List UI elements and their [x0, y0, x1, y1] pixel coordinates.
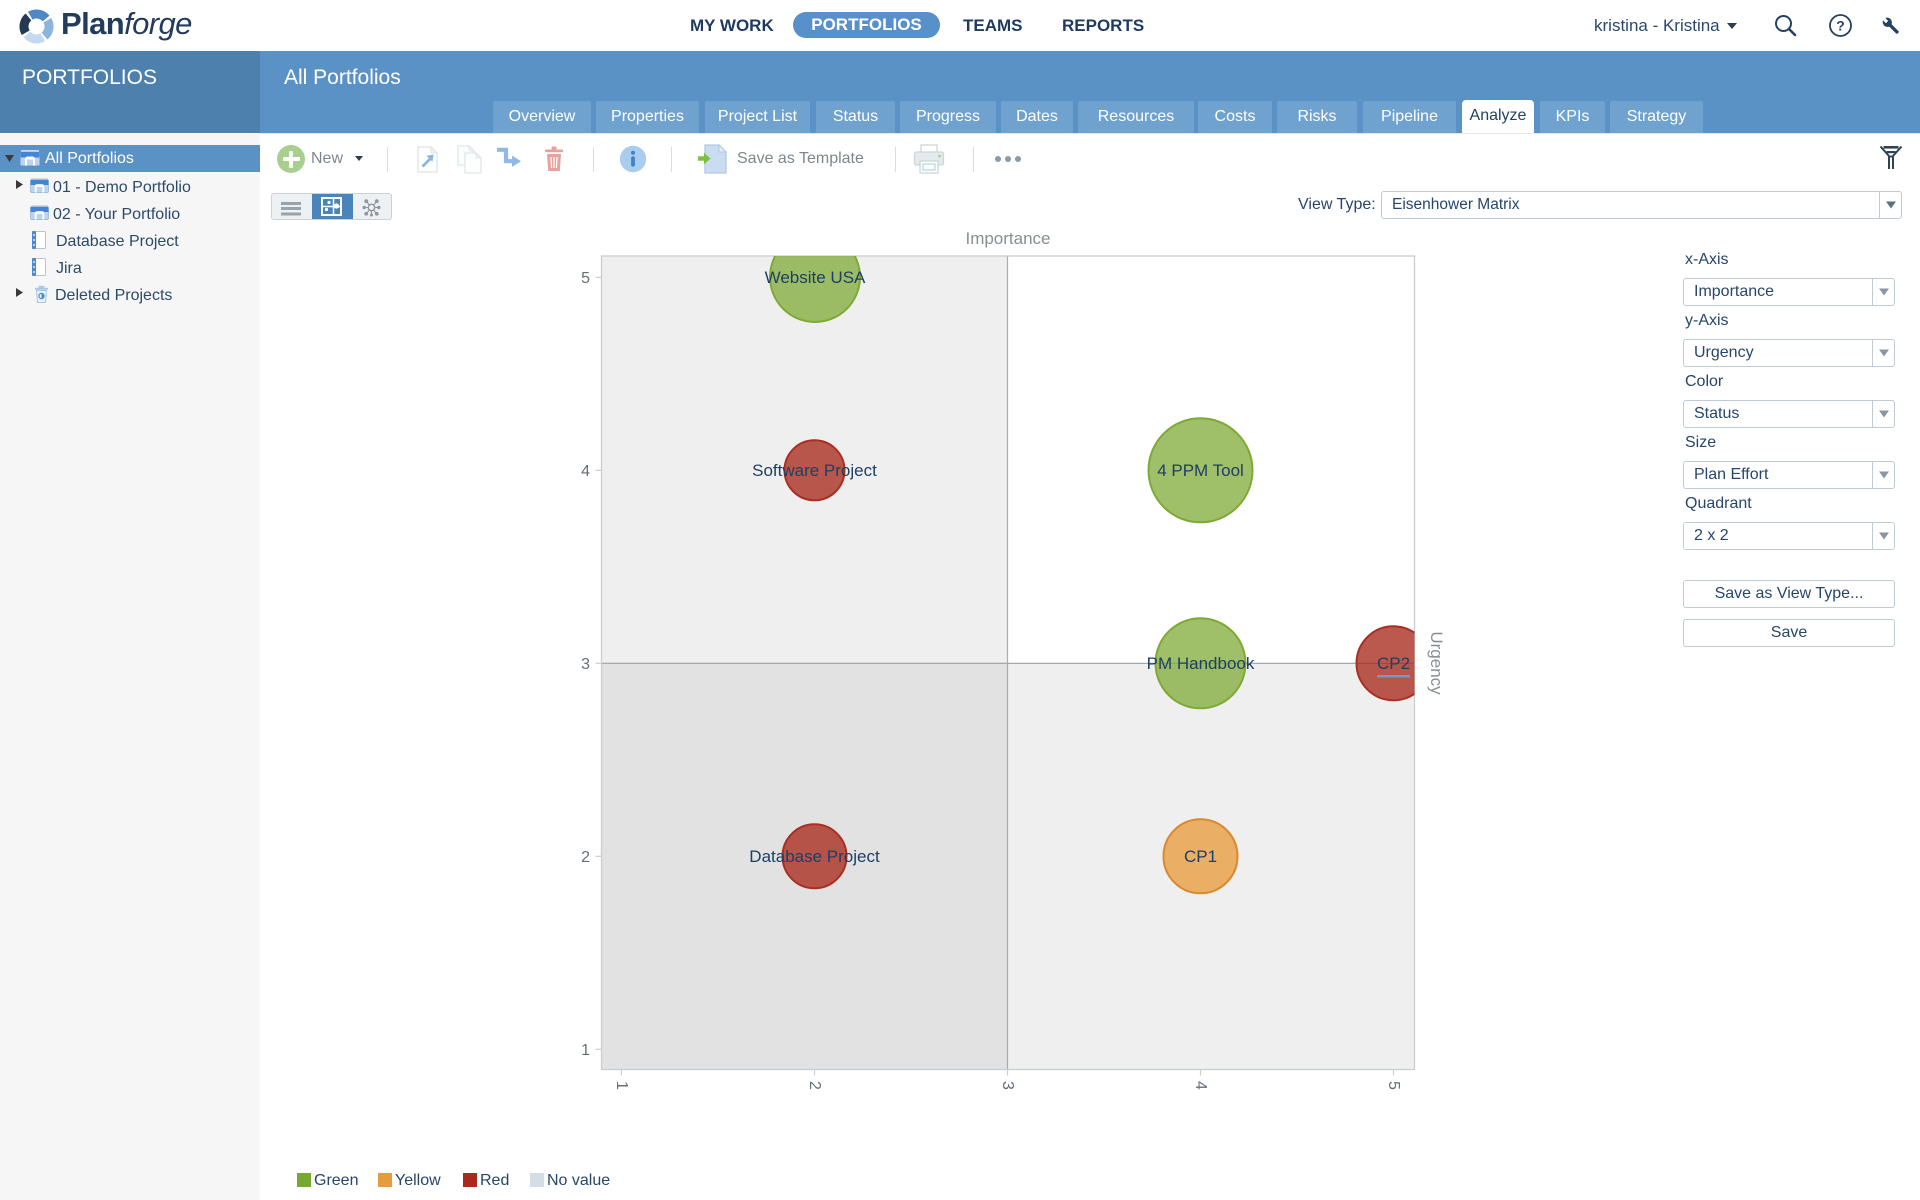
- svg-text:CP2: CP2: [1377, 654, 1410, 673]
- svg-text:1: 1: [581, 1042, 590, 1059]
- svg-text:4 PPM Tool: 4 PPM Tool: [1157, 461, 1244, 480]
- svg-text:4: 4: [1192, 1081, 1209, 1090]
- svg-text:Software Project: Software Project: [752, 461, 877, 480]
- svg-text:PM Handbook: PM Handbook: [1147, 654, 1255, 673]
- svg-text:Database Project: Database Project: [749, 847, 880, 866]
- svg-text:2: 2: [581, 849, 590, 866]
- svg-text:2: 2: [806, 1081, 823, 1090]
- svg-text:Importance: Importance: [965, 229, 1050, 248]
- svg-text:?: ?: [1836, 18, 1845, 34]
- svg-text:Urgency: Urgency: [1427, 631, 1446, 695]
- svg-text:3: 3: [581, 656, 590, 673]
- svg-text:1: 1: [613, 1081, 630, 1090]
- svg-text:Website USA: Website USA: [765, 268, 866, 287]
- svg-text:4: 4: [581, 463, 590, 480]
- svg-text:3: 3: [999, 1081, 1016, 1090]
- svg-text:CP1: CP1: [1184, 847, 1217, 866]
- svg-text:5: 5: [581, 270, 590, 287]
- svg-text:5: 5: [1385, 1081, 1402, 1090]
